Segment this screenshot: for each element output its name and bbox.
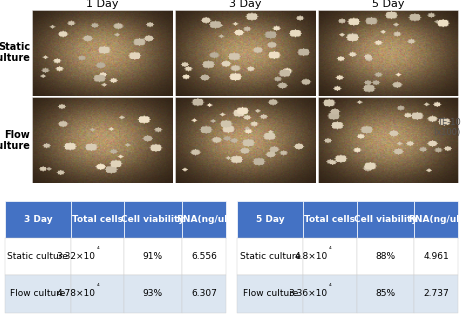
Bar: [303, 201, 357, 238]
Bar: [124, 201, 181, 238]
Text: 3.36×10: 3.36×10: [288, 289, 328, 299]
Bar: [303, 275, 357, 313]
Text: 3 Day: 3 Day: [24, 215, 52, 224]
Text: Static culture: Static culture: [7, 252, 68, 261]
Bar: [357, 238, 414, 275]
Text: ⁴: ⁴: [329, 247, 332, 253]
Text: 85%: 85%: [375, 289, 395, 299]
Text: Static culture: Static culture: [240, 252, 300, 261]
Bar: [71, 275, 124, 313]
Bar: [303, 238, 357, 275]
Text: 4.78×10: 4.78×10: [56, 289, 95, 299]
Bar: [357, 275, 414, 313]
Text: ⁴: ⁴: [96, 284, 99, 290]
Text: Total cells: Total cells: [305, 215, 356, 224]
Text: 5 Day: 5 Day: [256, 215, 285, 224]
Bar: [237, 275, 303, 313]
Text: 6.307: 6.307: [191, 289, 217, 299]
Bar: [124, 238, 181, 275]
Bar: [5, 238, 71, 275]
Title: 1 Day: 1 Day: [86, 0, 119, 9]
Bar: [71, 201, 124, 238]
Text: 2.737: 2.737: [423, 289, 449, 299]
Bar: [181, 201, 226, 238]
Text: Cell viability: Cell viability: [121, 215, 185, 224]
Bar: [5, 275, 71, 313]
Title: 3 Day: 3 Day: [229, 0, 262, 9]
Text: 88%: 88%: [375, 252, 395, 261]
Bar: [5, 201, 71, 238]
Text: Static
Culture: Static Culture: [0, 42, 30, 63]
Text: Total cells: Total cells: [72, 215, 123, 224]
Text: 93%: 93%: [143, 289, 163, 299]
Text: RNA(ng/ul): RNA(ng/ul): [408, 215, 463, 224]
Text: 6.556: 6.556: [191, 252, 217, 261]
Text: TE-10
(x100): TE-10 (x100): [433, 118, 461, 137]
Text: 91%: 91%: [143, 252, 163, 261]
Bar: [181, 275, 226, 313]
Text: 3.32×10: 3.32×10: [56, 252, 95, 261]
Bar: [414, 238, 458, 275]
Text: Flow culture: Flow culture: [10, 289, 66, 299]
Bar: [357, 201, 414, 238]
Text: RNA(ng/ul): RNA(ng/ul): [176, 215, 232, 224]
Bar: [414, 275, 458, 313]
Text: Cell viability: Cell viability: [354, 215, 417, 224]
Bar: [124, 275, 181, 313]
Text: ⁴: ⁴: [96, 247, 99, 253]
Text: Flow culture: Flow culture: [243, 289, 298, 299]
Text: Flow
Culture: Flow Culture: [0, 130, 30, 151]
Bar: [237, 238, 303, 275]
Bar: [71, 238, 124, 275]
Bar: [237, 201, 303, 238]
Text: ⁴: ⁴: [329, 284, 332, 290]
Bar: [414, 201, 458, 238]
Text: 4.8×10: 4.8×10: [294, 252, 328, 261]
Title: 5 Day: 5 Day: [372, 0, 404, 9]
Bar: [181, 238, 226, 275]
Text: 4.961: 4.961: [423, 252, 449, 261]
